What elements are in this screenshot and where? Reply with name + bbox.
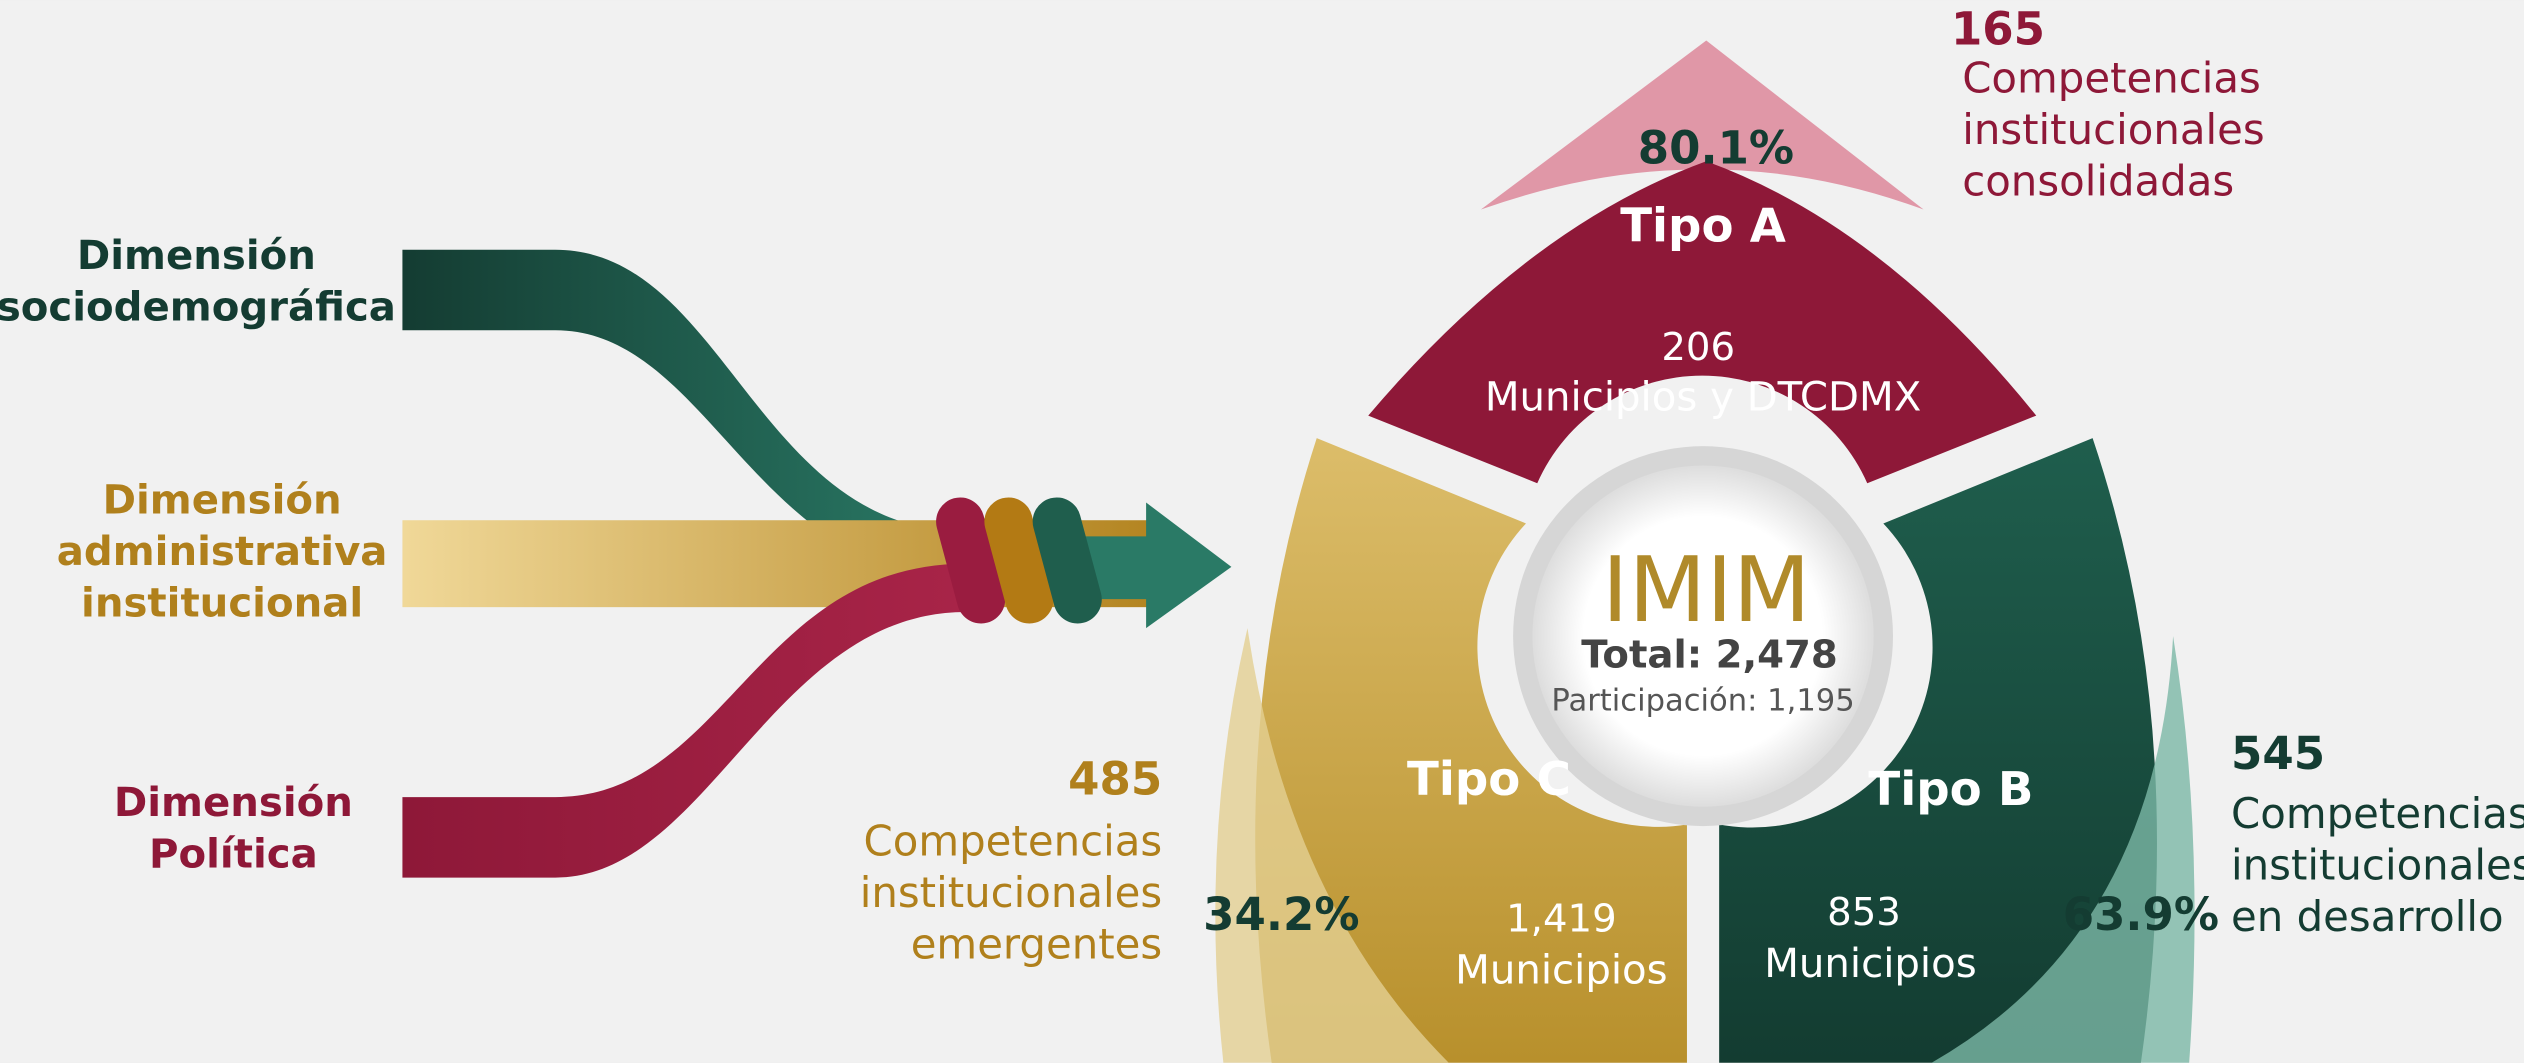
type-description: institucionales	[1962, 105, 2264, 154]
dimension-label: Política	[149, 832, 318, 878]
type-percent: 80.1%	[1638, 122, 1794, 175]
type-highlight: 165	[1951, 2, 2045, 55]
type-name: Tipo A	[1620, 199, 1786, 253]
type-percent: 63.9%	[2063, 888, 2219, 941]
center-total: Total: 2,478	[1581, 633, 1838, 678]
type-percent: 34.2%	[1203, 888, 1359, 941]
type-description: institucionales	[860, 868, 1162, 917]
type-count: 1,419	[1506, 897, 1617, 942]
type-highlight: 485	[1068, 753, 1162, 806]
type-name: Tipo B	[1868, 763, 2033, 817]
type-description: Competencias	[2231, 789, 2524, 838]
dimension-label: Dimensión	[114, 780, 353, 826]
type-unit: Municipios y DTCDMX	[1485, 375, 1921, 421]
type-description: consolidadas	[1962, 156, 2234, 205]
dimension-label: sociodemográfica	[0, 284, 396, 330]
dimension-label: administrativa	[57, 529, 388, 575]
type-name: Tipo C	[1407, 753, 1571, 807]
type-description: emergentes	[911, 919, 1163, 968]
center-title: IMIM	[1602, 538, 1811, 643]
center-participation: Participación: 1,195	[1551, 684, 1854, 719]
ribbons	[402, 249, 1232, 878]
labels: Dimensión sociodemográfica Dimensión admini…	[0, 2, 2524, 993]
segments	[1215, 40, 2195, 1063]
type-description: institucionales	[2231, 840, 2524, 889]
type-unit: Municipios	[1764, 941, 1977, 987]
type-description: Competencias	[864, 816, 1163, 865]
type-unit: Municipios	[1455, 948, 1667, 994]
type-description: Competencias	[1962, 53, 2261, 102]
dimension-label: institucional	[81, 581, 363, 627]
type-description: en desarrollo	[2231, 892, 2504, 941]
type-highlight: 545	[2231, 727, 2325, 780]
dimension-label: Dimensión	[77, 233, 316, 279]
type-count: 206	[1661, 325, 1735, 370]
dimension-label: Dimensión	[103, 478, 342, 524]
type-count: 853	[1827, 890, 1901, 935]
